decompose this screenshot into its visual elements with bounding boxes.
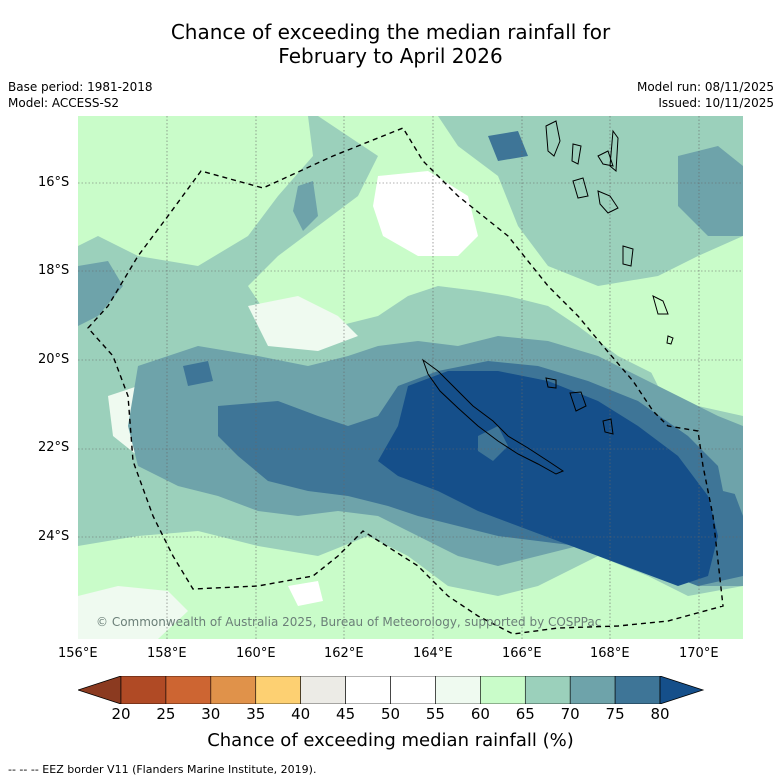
lat-tick-18s: 18°S xyxy=(38,263,70,278)
eez-border xyxy=(87,127,724,635)
model-name: Model: ACCESS-S2 xyxy=(8,96,120,110)
colorbar-segment-70-75 xyxy=(569,676,616,704)
lon-tick-164e: 164°E xyxy=(413,646,453,661)
colorbar-segment-50-55 xyxy=(390,676,436,704)
issued-date: Issued: 10/11/2025 xyxy=(658,96,774,110)
map-region-green-east xyxy=(638,346,743,416)
colorbar-high-extend xyxy=(659,676,705,704)
new-caledonia-coast xyxy=(421,358,565,475)
colorbar-segment-55-60 xyxy=(435,676,481,704)
map-region-blob-west xyxy=(78,261,123,326)
lat-tick-24s: 24°S xyxy=(38,529,70,544)
colorbar-label-30: 30 xyxy=(201,705,221,723)
colorbar-title: Chance of exceeding median rainfall (%) xyxy=(207,730,574,751)
colorbar-label-70: 70 xyxy=(560,705,580,723)
lat-tick-16s: 16°S xyxy=(38,175,70,190)
model-run-date: Model run: 08/11/2025 xyxy=(636,80,774,94)
map-region-white-north xyxy=(373,171,478,256)
colorbar-label-80: 80 xyxy=(650,705,670,723)
colorbar-segment-45-50 xyxy=(345,676,391,704)
colorbar-label-35: 35 xyxy=(246,705,266,723)
colorbar-segment-20-25 xyxy=(120,676,167,704)
loyalty-islands-coast xyxy=(545,377,614,435)
colorbar-label-50: 50 xyxy=(380,705,401,723)
vanuatu-coast-south xyxy=(622,245,674,345)
map-region-green-northcentral xyxy=(248,116,743,386)
vanuatu-coast-north xyxy=(545,120,619,214)
map-title-line2: February to April 2026 xyxy=(278,44,503,68)
lon-tick-168e: 168°E xyxy=(590,646,630,661)
map-region-green-south xyxy=(78,531,743,639)
map-region-white-central xyxy=(248,296,358,351)
colorbar-label-60: 60 xyxy=(470,705,490,723)
colorbar-label-75: 75 xyxy=(605,705,625,723)
lon-tick-162e: 162°E xyxy=(324,646,364,661)
map-gridlines xyxy=(78,116,743,639)
colorbar xyxy=(78,676,705,704)
map-region-white-southwest xyxy=(78,586,188,639)
lon-tick-170e: 170°E xyxy=(679,646,719,661)
colorbar-label-40: 40 xyxy=(291,705,311,723)
map-region-inner-spot xyxy=(478,426,508,461)
lat-tick-20s: 20°S xyxy=(38,352,70,367)
colorbar-label-65: 65 xyxy=(515,705,535,723)
map-region-blob-north xyxy=(293,181,318,231)
lon-tick-160e: 160°E xyxy=(236,646,276,661)
colorbar-segment-35-40 xyxy=(255,676,301,704)
colorbar-segment-60-65 xyxy=(480,676,526,704)
colorbar-label-25: 25 xyxy=(156,705,176,723)
lon-tick-166e: 166°E xyxy=(502,646,542,661)
map-title-line1: Chance of exceeding the median rainfall … xyxy=(170,20,611,44)
colorbar-label-20: 20 xyxy=(111,705,131,723)
colorbar-label-45: 45 xyxy=(336,705,356,723)
lon-tick-158e: 158°E xyxy=(147,646,187,661)
colorbar-segment-75-80 xyxy=(614,676,661,704)
colorbar-segments xyxy=(120,676,661,704)
map-region-blob-east xyxy=(678,146,743,236)
copyright-notice: © Commonwealth of Australia 2025, Bureau… xyxy=(96,615,601,629)
colorbar-segment-40-45 xyxy=(300,676,346,704)
colorbar-label-55: 55 xyxy=(425,705,445,723)
colorbar-segment-30-35 xyxy=(210,676,257,704)
eez-legend: -- -- -- EEZ border V11 (Flanders Marine… xyxy=(8,763,317,776)
map-region-core-above-80 xyxy=(378,371,718,586)
map-region-blob-northeast xyxy=(488,131,528,161)
colorbar-low-extend xyxy=(78,676,122,704)
lat-tick-22s: 22°S xyxy=(38,440,70,455)
lon-tick-156e: 156°E xyxy=(58,646,98,661)
map-region-green-northwest xyxy=(78,116,313,266)
colorbar-segment-65-70 xyxy=(524,676,571,704)
coastlines xyxy=(421,120,674,475)
colorbar-segment-25-30 xyxy=(165,676,212,704)
base-period: Base period: 1981-2018 xyxy=(8,80,153,94)
map-region-white-southwest-small xyxy=(288,581,323,606)
map-region-blob-central xyxy=(183,361,213,386)
map-region-blob-southeast xyxy=(718,456,743,496)
rainfall-map: © Commonwealth of Australia 2025, Bureau… xyxy=(78,116,743,639)
